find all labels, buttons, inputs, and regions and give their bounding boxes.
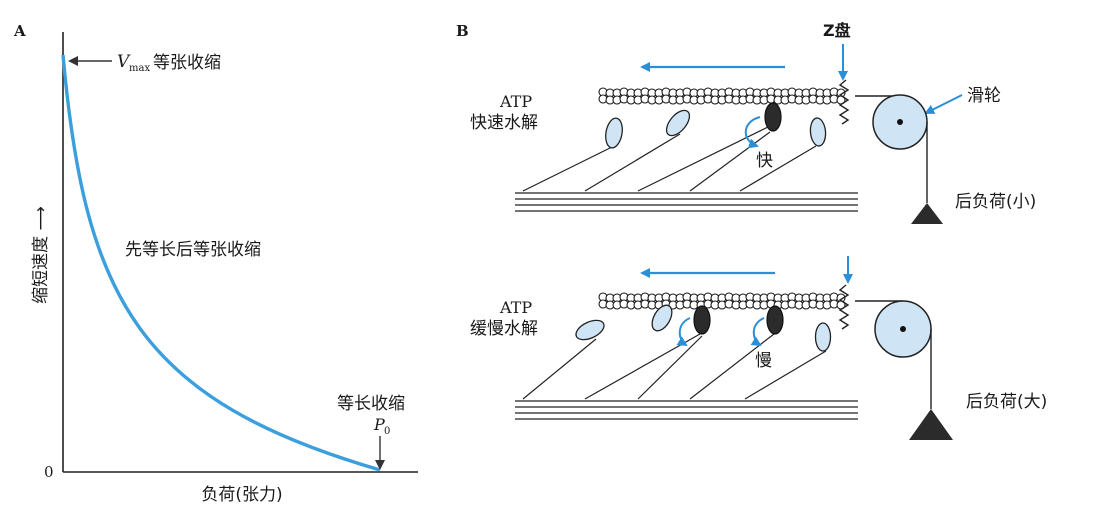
top-pulley-axle [897, 119, 903, 125]
panel-a-label: A [13, 22, 26, 40]
bottom-actin-filament [598, 292, 846, 310]
pulley-pointer-arrow [924, 94, 963, 114]
x-axis-label: 负荷(张力) [201, 485, 282, 505]
bottom-sarcomere: ATP 缓慢水解 慢 后负荷(大) [470, 256, 1047, 440]
top-z-disc [838, 79, 850, 125]
bottom-pulley-axle [900, 326, 906, 332]
top-myosin-head-2 [665, 109, 691, 137]
top-actin-filament [598, 87, 846, 105]
bottom-myosin-neck-2 [584, 333, 701, 400]
panel-a: A 0 缩短速度 ⟶ 负荷(张力) V max 等张收缩 先等长后等张收缩 等长… [13, 22, 418, 505]
top-speed-label: 快 [756, 151, 773, 171]
top-myosin-head-4 [809, 117, 827, 147]
bottom-speed-label: 慢 [755, 350, 772, 371]
z-disc-label: Z盘 [823, 21, 851, 40]
bottom-load-weight [909, 409, 953, 440]
bottom-myosin-head-1 [575, 319, 605, 341]
force-velocity-curve [61, 54, 381, 472]
top-load-weight [911, 203, 943, 224]
origin-label: 0 [44, 463, 54, 481]
top-atp-label: ATP [499, 92, 532, 111]
curve-label: 先等长后等张收缩 [125, 240, 261, 260]
bottom-myosin-neck-3 [637, 335, 703, 400]
top-myosin-head-1 [605, 117, 623, 149]
top-load-label: 后负荷(小) [955, 192, 1036, 212]
top-sarcomere: ATP 快速水解 快 后负荷(小) [470, 62, 1036, 224]
bottom-z-disc [838, 284, 850, 330]
bottom-power-stroke-arrow-2 [750, 317, 765, 347]
top-myosin-neck-5 [739, 145, 817, 192]
panel-b-label: B [456, 22, 469, 40]
top-myosin-head-bound [764, 102, 782, 132]
bottom-myosin-head-bound-2 [766, 305, 784, 335]
bottom-load-label: 后负荷(大) [966, 392, 1047, 412]
top-myosin-neck-1 [522, 146, 613, 192]
vmax-symbol: V [117, 52, 131, 72]
bottom-myosin-neck-5 [744, 350, 827, 400]
y-axis-label: 缩短速度 ⟶ [31, 206, 51, 304]
isometric-label: 等长收缩 [337, 394, 405, 414]
p0-symbol: P [373, 415, 385, 434]
pulley-label: 滑轮 [967, 86, 1001, 106]
bottom-atp-label: ATP [499, 298, 532, 317]
panel-b: B Z盘 滑轮 [456, 21, 1047, 440]
bottom-myosin-head-bound-1 [693, 305, 711, 335]
top-power-stroke-arrow [744, 116, 761, 149]
top-myosin-neck-2 [584, 133, 681, 192]
bottom-power-stroke-arrow-1 [676, 317, 691, 347]
p0-subscript: 0 [384, 426, 390, 437]
bottom-myosin-neck-1 [522, 338, 597, 400]
bottom-myosin-head-2 [651, 304, 673, 332]
bottom-hydrolysis-label: 缓慢水解 [470, 318, 538, 339]
bottom-myosin-head-5 [814, 322, 832, 352]
vmax-subscript: max [129, 63, 150, 74]
vmax-description: 等张收缩 [153, 53, 221, 73]
top-hydrolysis-label: 快速水解 [470, 113, 538, 133]
